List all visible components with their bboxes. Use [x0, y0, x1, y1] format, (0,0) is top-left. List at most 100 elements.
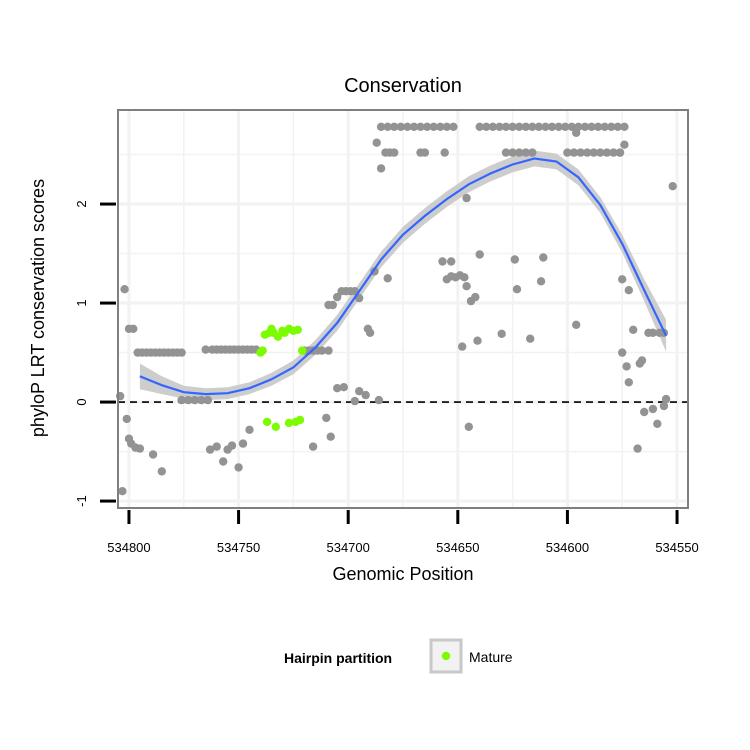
other-point [521, 122, 530, 131]
other-point [659, 401, 669, 411]
y-tick-label: 0 [74, 398, 89, 405]
other-point [526, 334, 535, 343]
other-point [661, 394, 671, 404]
other-point [539, 253, 548, 262]
other-point [148, 450, 158, 459]
other-point [515, 148, 524, 157]
other-point [488, 122, 498, 131]
other-point [135, 444, 145, 453]
other-point [580, 122, 590, 131]
other-point [462, 282, 471, 291]
x-tick-label: 534750 [217, 540, 260, 555]
other-point [583, 148, 592, 157]
other-point [596, 148, 605, 157]
other-point [361, 390, 370, 400]
other-point [458, 342, 467, 351]
x-tick-label: 534650 [436, 540, 479, 555]
other-point [339, 383, 348, 392]
other-point [528, 148, 537, 157]
mature-point [271, 422, 280, 431]
other-point [464, 422, 473, 431]
other-point [120, 285, 129, 294]
legend: Hairpin partition Mature [284, 638, 513, 674]
other-point [333, 292, 342, 302]
other-point [390, 148, 399, 157]
other-point [569, 148, 579, 157]
other-point [203, 395, 213, 405]
other-point [205, 445, 215, 454]
other-point [622, 362, 631, 371]
other-point [648, 328, 658, 337]
other-point [633, 444, 642, 453]
other-point [609, 148, 618, 157]
other-point [536, 277, 546, 286]
other-point [563, 148, 572, 157]
other-point [618, 275, 627, 284]
other-point [515, 122, 524, 131]
other-point [245, 425, 254, 434]
other-point [602, 148, 612, 157]
other-point [572, 320, 581, 329]
y-axis-label: phyloP LRT conservation scores [28, 179, 48, 437]
plot-area [116, 109, 689, 509]
other-point [308, 442, 318, 451]
other-point [447, 272, 456, 281]
other-point [541, 122, 550, 131]
y-tick-label: 2 [74, 200, 89, 207]
other-point [648, 404, 658, 414]
other-point [554, 122, 563, 131]
x-tick-label: 534700 [326, 540, 369, 555]
other-point [473, 336, 482, 345]
other-point [607, 122, 616, 131]
mature-point [284, 418, 294, 428]
other-point [447, 257, 456, 266]
other-point [328, 300, 337, 310]
other-point [122, 414, 131, 424]
other-point [383, 274, 392, 283]
other-point [501, 122, 511, 131]
other-point [615, 148, 625, 157]
other-point [436, 122, 445, 131]
other-point [383, 122, 392, 131]
mature-points [256, 324, 307, 431]
other-point [449, 122, 458, 131]
other-point [547, 122, 557, 131]
other-point [212, 442, 221, 451]
other-point [416, 122, 425, 131]
other-point [561, 122, 570, 131]
x-tick-label: 534550 [655, 540, 698, 555]
other-point [482, 122, 491, 131]
plot-border [117, 109, 689, 509]
other-point [201, 345, 210, 354]
legend-key-box [429, 638, 463, 674]
other-point [576, 148, 585, 157]
other-point [429, 122, 438, 131]
other-point [572, 128, 581, 137]
other-point [460, 273, 469, 282]
other-point [376, 122, 386, 131]
other-point [495, 122, 504, 131]
other-point [629, 325, 638, 334]
other-point [390, 122, 399, 131]
other-point [324, 346, 333, 355]
other-point [462, 193, 471, 203]
other-point [618, 348, 627, 357]
other-point [668, 182, 677, 191]
other-point [355, 387, 364, 396]
other-point [374, 395, 384, 405]
mature-point [298, 346, 307, 355]
y-tick-label: -1 [74, 495, 89, 507]
other-point [534, 122, 544, 131]
x-tick-label: 534600 [546, 540, 589, 555]
other-point [219, 457, 228, 466]
mature-point [273, 332, 283, 341]
other-point [653, 419, 662, 428]
other-point [422, 122, 432, 131]
other-point [129, 324, 138, 333]
other-point [624, 378, 633, 387]
other-point [420, 148, 430, 157]
other-point [475, 250, 484, 259]
other-point [440, 148, 449, 157]
chart-title: Conservation [344, 75, 462, 97]
